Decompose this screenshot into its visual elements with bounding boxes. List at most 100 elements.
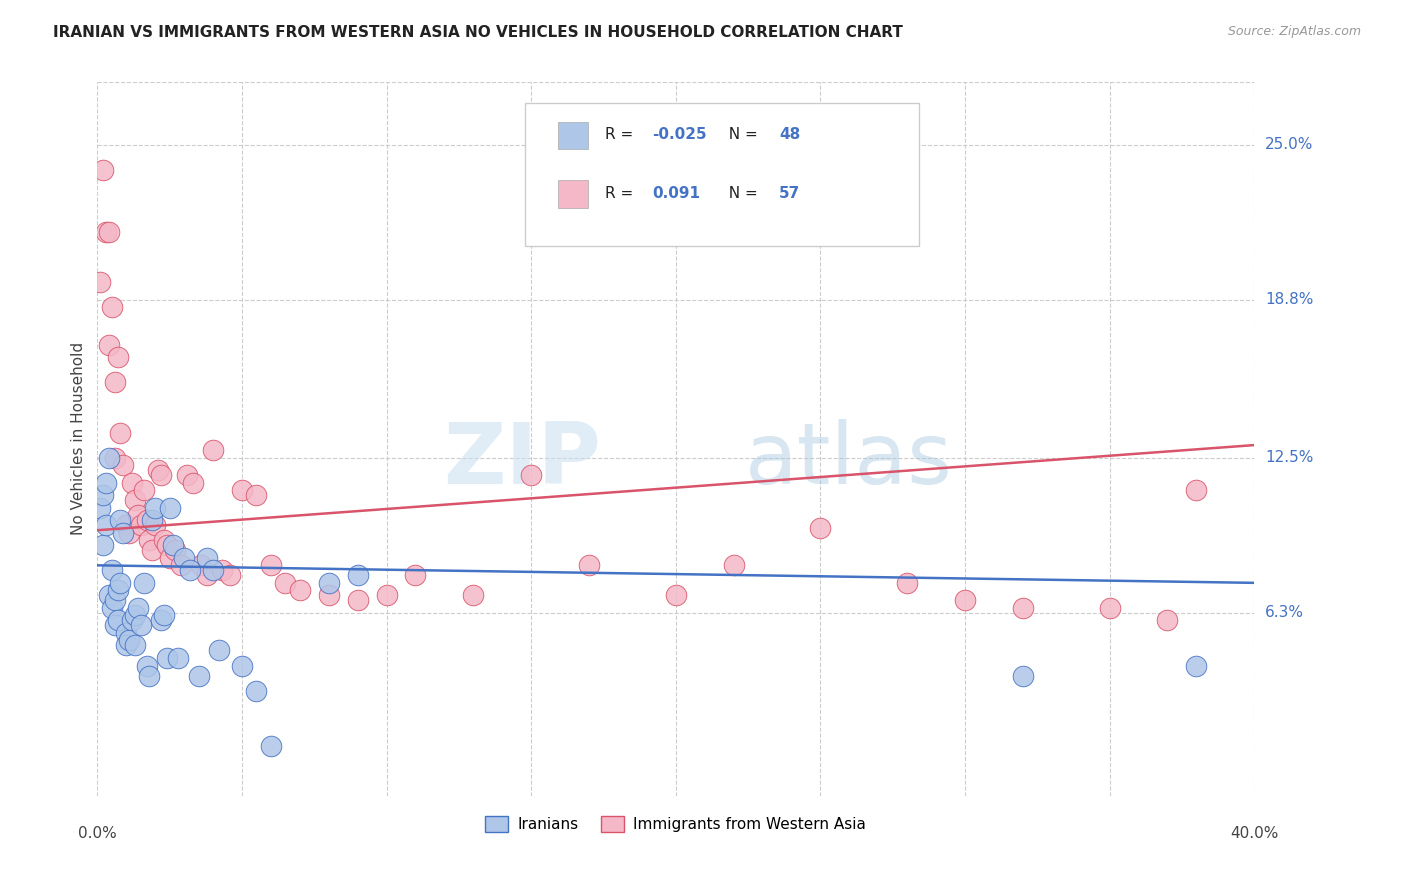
Point (318, 575, 340, 590)
Point (1185, 483, 1208, 498)
Point (181, 475, 204, 490)
Point (159, 550, 181, 565)
Point (121, 614, 143, 628)
Text: Source: ZipAtlas.com: Source: ZipAtlas.com (1227, 25, 1361, 38)
Point (104, 618, 127, 632)
Point (375, 588, 398, 602)
Point (153, 533, 176, 548)
Text: atlas: atlas (745, 418, 953, 501)
Point (115, 639, 138, 653)
Text: -0.025: -0.025 (652, 128, 706, 142)
Point (138, 668, 160, 682)
Point (97, 588, 120, 602)
Point (115, 518, 138, 533)
Point (127, 601, 149, 615)
Point (260, 558, 283, 573)
Point (107, 351, 129, 365)
Point (245, 488, 267, 502)
Point (231, 658, 253, 673)
Point (104, 593, 127, 607)
Text: 40.0%: 40.0% (1230, 826, 1278, 841)
Point (115, 626, 138, 640)
Point (896, 575, 918, 590)
Point (187, 668, 209, 682)
Point (1011, 668, 1033, 682)
Point (953, 593, 976, 607)
Point (149, 468, 172, 483)
Point (94, 475, 117, 490)
Point (138, 533, 160, 548)
Point (129, 518, 152, 533)
Point (143, 518, 166, 533)
Point (101, 301, 124, 315)
Point (104, 450, 127, 465)
Point (153, 608, 176, 623)
Point (723, 558, 745, 573)
Point (346, 593, 368, 607)
Point (578, 558, 600, 573)
Point (260, 739, 283, 753)
Point (149, 614, 172, 628)
Point (463, 588, 485, 602)
Point (219, 568, 242, 582)
Point (118, 525, 141, 540)
Point (112, 525, 135, 540)
Point (118, 633, 141, 648)
Point (110, 575, 132, 590)
Point (156, 651, 179, 665)
Point (202, 563, 225, 577)
Point (124, 639, 146, 653)
Point (91, 538, 114, 552)
Text: 18.8%: 18.8% (1265, 293, 1313, 308)
Text: 6.3%: 6.3% (1265, 606, 1305, 621)
Text: 0.091: 0.091 (652, 186, 700, 201)
Point (165, 543, 187, 558)
FancyBboxPatch shape (558, 122, 588, 149)
Text: 0.0%: 0.0% (77, 826, 117, 841)
Text: ZIP: ZIP (443, 418, 600, 501)
FancyBboxPatch shape (526, 103, 918, 246)
Point (1156, 614, 1178, 628)
Text: R =: R = (606, 128, 638, 142)
Point (665, 588, 688, 602)
Point (162, 538, 184, 552)
FancyBboxPatch shape (558, 180, 588, 208)
Text: N =: N = (718, 128, 762, 142)
Point (91, 488, 114, 502)
Point (179, 563, 201, 577)
Point (97, 338, 120, 352)
Point (104, 376, 127, 390)
Point (170, 558, 193, 573)
Point (89, 275, 111, 289)
Text: R =: R = (606, 186, 638, 201)
Text: 48: 48 (779, 128, 800, 142)
Point (107, 583, 129, 598)
Point (202, 443, 225, 458)
Legend: Iranians, Immigrants from Western Asia: Iranians, Immigrants from Western Asia (479, 810, 872, 838)
Point (132, 575, 155, 590)
Point (101, 601, 124, 615)
Text: N =: N = (718, 186, 762, 201)
Point (110, 513, 132, 527)
Point (520, 468, 543, 483)
Point (97, 225, 120, 239)
Point (89, 500, 111, 515)
Point (91, 162, 114, 177)
Point (121, 475, 143, 490)
Point (124, 493, 146, 508)
Point (110, 425, 132, 440)
Point (274, 575, 297, 590)
Point (1098, 601, 1121, 615)
Point (141, 543, 163, 558)
Point (101, 563, 124, 577)
Point (211, 563, 233, 577)
Point (97, 450, 120, 465)
Point (143, 500, 166, 515)
Point (195, 568, 218, 582)
Point (1011, 601, 1033, 615)
Point (1185, 658, 1208, 673)
Point (245, 683, 267, 698)
Text: 57: 57 (779, 186, 800, 201)
Point (288, 583, 311, 598)
Point (176, 468, 198, 483)
